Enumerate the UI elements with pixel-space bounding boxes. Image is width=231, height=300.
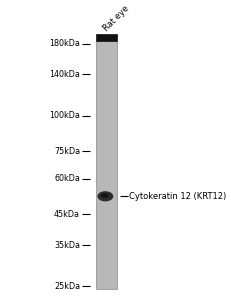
Text: 180kDa: 180kDa bbox=[49, 39, 80, 48]
Text: 35kDa: 35kDa bbox=[54, 241, 80, 250]
Text: Rat eye: Rat eye bbox=[101, 4, 131, 33]
Text: Cytokeratin 12 (KRT12): Cytokeratin 12 (KRT12) bbox=[129, 192, 227, 201]
Ellipse shape bbox=[97, 191, 113, 201]
Ellipse shape bbox=[101, 193, 109, 198]
Text: 45kDa: 45kDa bbox=[54, 210, 80, 219]
Bar bbox=[96, 41, 117, 289]
Text: 60kDa: 60kDa bbox=[54, 174, 80, 183]
Text: 25kDa: 25kDa bbox=[54, 282, 80, 291]
Text: 75kDa: 75kDa bbox=[54, 147, 80, 156]
Bar bbox=[96, 34, 117, 41]
Text: 140kDa: 140kDa bbox=[49, 70, 80, 79]
Text: 100kDa: 100kDa bbox=[49, 111, 80, 120]
